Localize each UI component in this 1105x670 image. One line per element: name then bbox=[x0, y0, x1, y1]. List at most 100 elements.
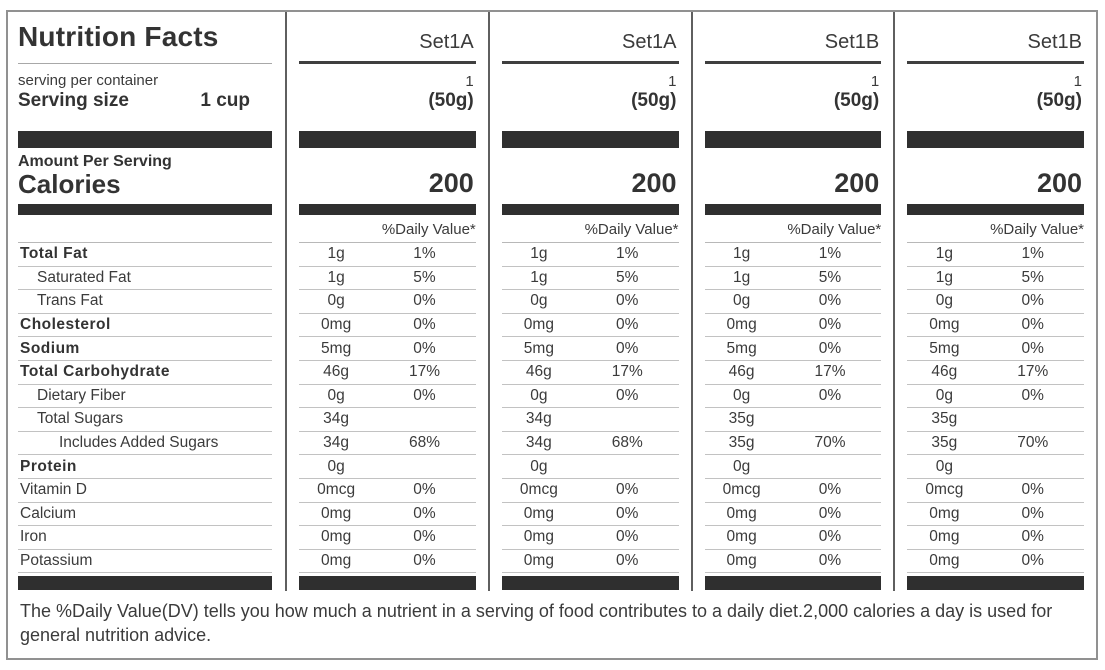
amount-value: 0g bbox=[732, 292, 751, 310]
daily-value-percent: 0% bbox=[413, 339, 436, 357]
nutrient-value-row: 0g 0% bbox=[299, 290, 476, 314]
nutrient-row: Sodium bbox=[18, 337, 272, 361]
nutrient-name: Saturated Fat bbox=[37, 268, 131, 286]
set-name: Set1A bbox=[622, 31, 677, 53]
nutrient-name: Iron bbox=[20, 528, 47, 546]
divider-bar bbox=[18, 204, 272, 215]
nutrient-name: Total Fat bbox=[20, 245, 88, 263]
nutrient-value-row: 5mg 0% bbox=[501, 337, 679, 361]
calories-value: 200 bbox=[631, 168, 677, 198]
amount-value: 46g bbox=[525, 363, 552, 381]
amount-value: 0g bbox=[327, 457, 345, 475]
nutrient-value-row: 0mg 0% bbox=[299, 526, 476, 550]
nutrient-value-rows: 1g 1% 1g 5% 0g 0% 0mg 0% 5mg 0% 46g 17% 0g 0% 35g 35g 70… bbox=[907, 243, 1084, 574]
nutrient-value-row: 35g bbox=[704, 408, 882, 432]
daily-value-header-text: %Daily Value* bbox=[990, 221, 1084, 238]
nutrient-value-row: 1g 5% bbox=[299, 267, 476, 291]
divider-bar bbox=[907, 576, 1084, 591]
nutrient-value-row: 0mg 0% bbox=[299, 314, 476, 338]
divider-bar bbox=[501, 204, 679, 215]
amount-value: 0mg bbox=[523, 552, 554, 570]
daily-value-percent: 0% bbox=[413, 292, 436, 310]
nutrient-name: Dietary Fiber bbox=[37, 386, 126, 404]
divider-bar bbox=[907, 204, 1084, 215]
nutrient-row: Trans Fat bbox=[18, 290, 272, 314]
serving-section: 1 (50g) bbox=[502, 64, 679, 131]
nutrient-value-row: 34g bbox=[501, 408, 679, 432]
amount-value: 46g bbox=[323, 363, 350, 381]
nutrient-value-row: 0g 0% bbox=[501, 290, 679, 314]
nutrition-label: Nutrition Facts serving per container Se… bbox=[6, 10, 1098, 660]
amount-value: 0mg bbox=[726, 552, 757, 570]
daily-value-percent: 0% bbox=[413, 316, 436, 334]
daily-value-percent: 0% bbox=[413, 528, 436, 546]
daily-value-percent: 0% bbox=[616, 292, 639, 310]
set-name: Set1A bbox=[419, 31, 474, 53]
calories-section: Amount Per Serving Calories bbox=[18, 148, 272, 204]
servings-per-container-value: 1 bbox=[1073, 73, 1082, 90]
divider-bar bbox=[704, 204, 882, 215]
amount-value: 1g bbox=[327, 268, 345, 286]
divider-bar bbox=[501, 131, 679, 148]
nutrient-value-row: 1g 1% bbox=[907, 243, 1084, 267]
nutrient-value-row: 35g 70% bbox=[704, 432, 882, 456]
amount-value: 0g bbox=[327, 292, 345, 310]
nutrient-name: Potassium bbox=[20, 552, 93, 570]
daily-value-percent: 17% bbox=[611, 363, 643, 381]
nutrient-value-row: 5mg 0% bbox=[704, 337, 882, 361]
daily-value-percent: 0% bbox=[1021, 552, 1044, 570]
daily-value-percent: 0% bbox=[413, 504, 436, 522]
serving-section: 1 (50g) bbox=[705, 64, 882, 131]
amount-value: 46g bbox=[931, 363, 958, 381]
nutrient-value-row: 1g 1% bbox=[501, 243, 679, 267]
amount-value: 5mg bbox=[929, 339, 960, 357]
nutrient-value-rows: 1g 1% 1g 5% 0g 0% 0mg 0% 5mg 0% 46g 17% 0g 0% 35g 35g 70… bbox=[704, 243, 882, 574]
daily-value-percent: 68% bbox=[408, 434, 440, 452]
amount-value: 5mg bbox=[321, 339, 352, 357]
daily-value-percent: 0% bbox=[1021, 292, 1044, 310]
amount-value: 1g bbox=[530, 268, 548, 286]
nutrient-row: Iron bbox=[18, 526, 272, 550]
amount-value: 0mg bbox=[929, 552, 960, 570]
daily-value-percent: 0% bbox=[1021, 528, 1044, 546]
nutrient-value-row: 0mg 0% bbox=[704, 526, 882, 550]
daily-value-percent: 0% bbox=[413, 386, 436, 404]
set-name: Set1B bbox=[824, 31, 880, 53]
product-column: Set1B 1 (50g) 200 %Daily Value* 1g 1% 1g 5%… bbox=[893, 12, 1096, 591]
amount-value: 0g bbox=[327, 386, 345, 404]
column-header: Set1B bbox=[907, 12, 1084, 64]
amount-value: 34g bbox=[323, 410, 350, 428]
daily-value-header-text: %Daily Value* bbox=[584, 221, 679, 238]
daily-value-percent: 0% bbox=[818, 339, 842, 357]
daily-value-header-spacer bbox=[18, 215, 272, 243]
amount-value: 0mg bbox=[523, 528, 554, 546]
column-header: Set1A bbox=[501, 12, 679, 64]
nutrient-value-row: 0g bbox=[501, 455, 679, 479]
amount-value: 1g bbox=[935, 268, 953, 286]
amount-value: 1g bbox=[530, 245, 548, 263]
nutrient-value-row: 1g 5% bbox=[704, 267, 882, 291]
nutrient-value-row: 0g bbox=[299, 455, 476, 479]
nutrient-value-row: 0mg 0% bbox=[299, 550, 476, 574]
calories-section: 200 bbox=[299, 148, 476, 204]
nutrient-value-row: 34g bbox=[299, 408, 476, 432]
calories-value: 200 bbox=[1036, 168, 1082, 198]
divider-bar bbox=[501, 576, 679, 591]
nutrient-value-row: 0g bbox=[907, 455, 1084, 479]
daily-value-percent: 0% bbox=[413, 481, 436, 499]
daily-value-percent: 0% bbox=[1021, 481, 1044, 499]
daily-value-percent: 0% bbox=[818, 552, 842, 570]
nutrient-name: Cholesterol bbox=[20, 316, 111, 334]
nutrient-value-row: 46g 17% bbox=[907, 361, 1084, 385]
daily-value-percent: 70% bbox=[1017, 434, 1049, 452]
serving-size-grams: (50g) bbox=[833, 90, 880, 111]
nutrient-value-row: 0mg 0% bbox=[704, 314, 882, 338]
nutrient-value-row: 1g 1% bbox=[704, 243, 882, 267]
nutrient-value-row: 1g 5% bbox=[501, 267, 679, 291]
daily-value-percent: 0% bbox=[1021, 316, 1044, 334]
daily-value-percent: 0% bbox=[616, 481, 639, 499]
amount-value: 0mg bbox=[929, 528, 960, 546]
nutrient-value-row: 0mg 0% bbox=[907, 550, 1084, 574]
amount-value: 0mg bbox=[929, 504, 960, 522]
daily-value-percent: 1% bbox=[818, 245, 842, 263]
